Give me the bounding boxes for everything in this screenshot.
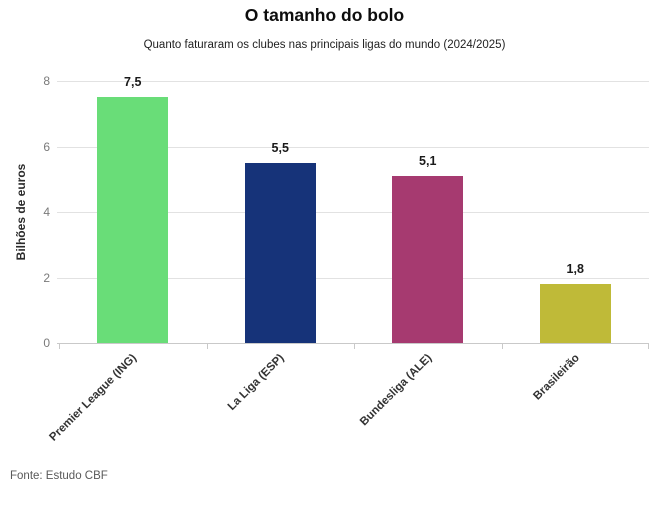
x-axis-tick — [59, 343, 60, 349]
x-axis-tick — [206, 343, 208, 349]
gridline — [57, 146, 649, 148]
chart-title: O tamanho do bolo — [244, 5, 405, 25]
bar-brasileirao — [539, 284, 611, 343]
bar-value-label: 1,8 — [566, 262, 584, 276]
x-axis-line — [57, 343, 649, 344]
bar-bundesliga-ale — [392, 176, 464, 343]
bar-premier-league-ing — [97, 97, 169, 343]
y-tick-label: 8 — [43, 74, 50, 88]
bar-value-label: 5,5 — [271, 141, 289, 155]
gridline — [57, 212, 649, 213]
gridline — [57, 81, 649, 82]
x-axis-label: Bundesliga (ALE) — [357, 352, 435, 429]
x-axis-label: Brasileirão — [531, 352, 582, 403]
x-axis-tick — [354, 343, 355, 349]
chart-subtitle: Quanto faturaram os clubes nas principai… — [143, 39, 506, 51]
source-note: Fonte: Estudo CBF — [10, 470, 108, 482]
bar-value-label: 7,5 — [124, 75, 142, 89]
x-axis-label: La Liga (ESP) — [225, 352, 287, 413]
y-tick-label: 2 — [43, 270, 50, 285]
bar-value-label: 5,1 — [419, 154, 437, 168]
y-tick-label: 0 — [43, 336, 50, 350]
y-tick-label: 6 — [43, 139, 50, 154]
y-tick-label: 4 — [43, 205, 50, 219]
gridline — [57, 277, 649, 279]
x-axis-label: Premier League (ING) — [47, 352, 140, 444]
bar-la-liga-esp — [244, 163, 316, 343]
x-axis-tick — [501, 343, 503, 349]
